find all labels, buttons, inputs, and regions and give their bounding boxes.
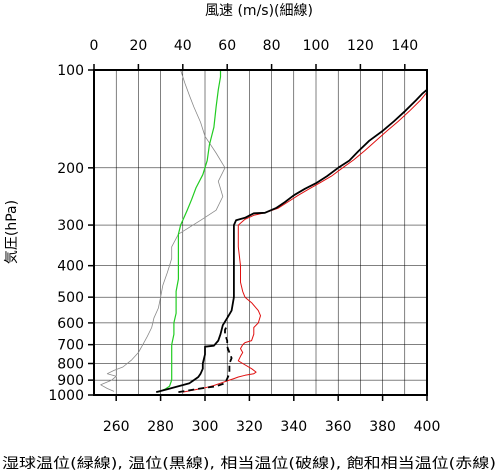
y-axis-label: 気圧(hPa)	[4, 200, 20, 264]
x-bottom-tick-label: 380	[369, 419, 396, 435]
y-tick-label: 200	[57, 161, 84, 177]
bottom-axis-label: 湿球温位(緑線), 温位(黒線), 相当温位(破線), 飽和相当温位(赤線)	[2, 455, 496, 472]
x-top-tick-label: 100	[303, 38, 330, 54]
x-bottom-tick-label: 360	[325, 419, 352, 435]
top-axis-label: 風速 (m/s)(細線)	[205, 3, 313, 19]
x-top-tick-label: 40	[174, 38, 192, 54]
x-bottom-tick-label: 340	[280, 419, 307, 435]
x-bottom-tick-label: 300	[192, 419, 219, 435]
y-tick-label: 300	[57, 218, 84, 234]
y-tick-label: 600	[57, 316, 84, 332]
series-line-black	[155, 89, 428, 393]
y-tick-label: 700	[57, 338, 84, 354]
x-top-tick-label: 80	[263, 38, 281, 54]
series-group	[100, 69, 428, 393]
x-top-tick-label: 0	[90, 38, 99, 54]
x-top-tick-label: 60	[218, 38, 236, 54]
x-top-tick-label: 20	[129, 38, 147, 54]
plot-frame	[93, 69, 428, 396]
x-bottom-tick-label: 280	[147, 419, 174, 435]
grid	[94, 70, 427, 395]
series-line-black-dashed	[178, 324, 233, 393]
y-tick-label: 100	[57, 63, 84, 79]
y-tick-label: 800	[57, 357, 84, 373]
y-tick-label: 500	[57, 290, 84, 306]
series-line-thin-gray	[100, 69, 226, 392]
x-bottom-tick-label: 320	[236, 419, 263, 435]
y-tick-label: 900	[57, 373, 84, 389]
y-tick-label: 1000	[48, 388, 84, 404]
x-top-tick-label: 140	[391, 38, 418, 54]
series-line-red	[182, 91, 428, 393]
x-bottom-tick-label: 400	[414, 419, 441, 435]
series-line-green	[158, 70, 222, 393]
x-bottom-tick-label: 260	[103, 419, 130, 435]
y-tick-label: 400	[57, 259, 84, 275]
x-top-tick-label: 120	[347, 38, 374, 54]
